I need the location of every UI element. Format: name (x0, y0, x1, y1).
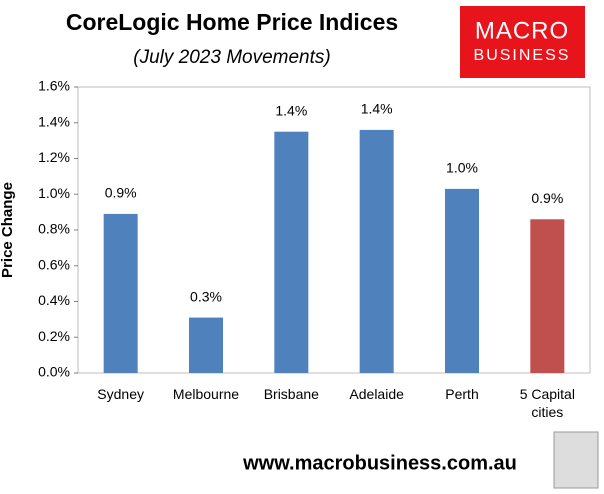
chart-title: CoreLogic Home Price Indices (66, 9, 398, 35)
bar (445, 188, 479, 373)
logo-line1: MACRO (475, 17, 569, 44)
plot-border (77, 86, 591, 374)
x-tick-label: Melbourne (172, 386, 240, 402)
y-tick-label: 1.2% (38, 149, 70, 165)
wolf-icon (553, 431, 599, 489)
footer: www.macrobusiness.com.au (242, 452, 517, 474)
bar (274, 131, 309, 373)
y-tick-label: 0.4% (38, 292, 70, 308)
bar (189, 317, 223, 373)
y-tick-label: 0.6% (38, 256, 70, 272)
value-label: 0.9% (105, 185, 137, 201)
y-axis-label: Price Change (0, 182, 16, 278)
value-label: 1.4% (361, 101, 393, 117)
logo-line2: BUSINESS (474, 47, 571, 64)
x-tick-label: Perth (445, 386, 479, 402)
chart-subtitle: (July 2023 Movements) (133, 47, 330, 68)
value-label: 0.3% (190, 288, 222, 304)
y-tick-label: 1.0% (38, 185, 70, 201)
x-tick-label: Adelaide (349, 386, 404, 402)
value-label: 1.0% (446, 160, 478, 176)
y-tick-label: 1.6% (38, 78, 70, 94)
bar (103, 213, 138, 373)
x-tick-label: Sydney (97, 386, 144, 402)
y-tick-label: 1.4% (38, 113, 70, 129)
y-tick-label: 0.0% (38, 364, 70, 380)
bar (359, 129, 394, 373)
y-tick-label: 0.2% (38, 328, 70, 344)
x-tick-label: 5 Capital cities (519, 386, 575, 420)
y-tick-label: 0.8% (38, 221, 70, 237)
bar (530, 219, 565, 373)
value-label: 0.9% (531, 190, 563, 206)
logo-box (460, 6, 585, 78)
value-label: 1.4% (275, 102, 307, 118)
x-tick-label: Brisbane (263, 386, 319, 402)
